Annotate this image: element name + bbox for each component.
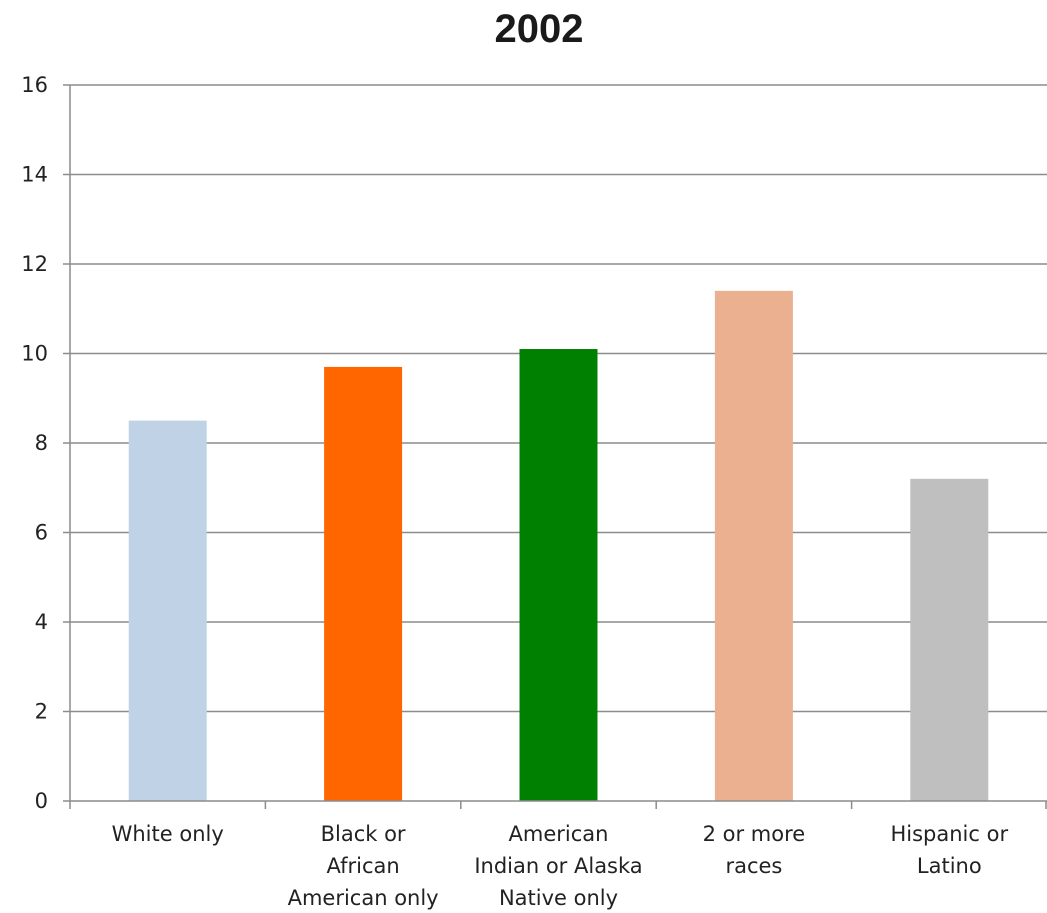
x-category-label: American Indian or Alaska Native only xyxy=(474,822,642,910)
x-category-label: Black or African American only xyxy=(288,822,439,910)
bar xyxy=(714,290,793,801)
y-tick-label: 10 xyxy=(21,342,48,366)
y-tick-labels: 0 2 4 6 8 10 12 14 16 xyxy=(21,73,48,813)
y-tick-label: 0 xyxy=(35,789,48,813)
y-tick-label: 8 xyxy=(35,431,48,455)
x-category-label: Hispanic or Latino xyxy=(890,822,1008,878)
x-category-label: White only xyxy=(112,822,224,846)
x-category-labels: White only Black or African American only Am… xyxy=(112,822,1009,910)
axes xyxy=(63,84,1047,809)
bar xyxy=(910,478,989,801)
x-category-label: 2 or more races xyxy=(703,822,806,878)
bar xyxy=(324,366,403,801)
bars xyxy=(128,290,989,801)
y-tick-label: 12 xyxy=(21,252,48,276)
y-tick-label: 14 xyxy=(21,163,48,187)
chart-title: 2002 xyxy=(495,7,584,51)
y-tick-label: 16 xyxy=(21,73,48,97)
y-tick-label: 2 xyxy=(35,700,48,724)
y-tick-label: 6 xyxy=(35,521,48,545)
bar xyxy=(519,349,598,801)
bar xyxy=(128,420,207,801)
y-tick-label: 4 xyxy=(35,610,48,634)
